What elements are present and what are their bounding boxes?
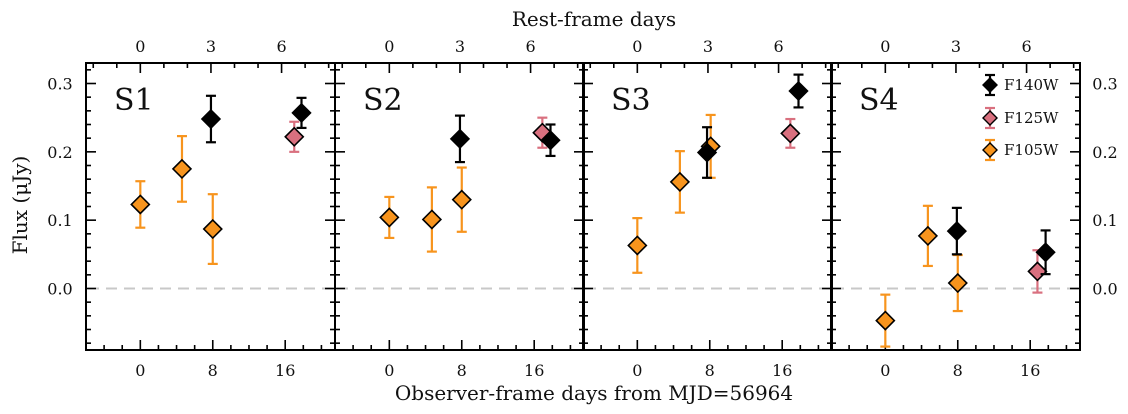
- y-axis-title: Flux (μJy): [8, 156, 32, 255]
- data-point-f140w: [788, 80, 809, 102]
- data-point-f105w: [421, 209, 443, 230]
- x-tick-label-top: 0: [384, 37, 394, 56]
- legend-marker: [982, 110, 998, 126]
- y-tick-label-right: 0.2: [1092, 143, 1117, 162]
- data-point-f125w: [780, 123, 801, 144]
- x-tick-label-top: 3: [951, 37, 961, 56]
- data-point-f105w: [669, 171, 691, 193]
- data-point-f105w: [379, 207, 400, 228]
- data-point-f105w: [947, 272, 968, 294]
- x-tick-label-bottom: 0: [135, 361, 145, 380]
- x-tick-label-top: 3: [455, 37, 465, 56]
- x-tick-label-top: 6: [1021, 37, 1031, 56]
- y-tick-label-left: 0.0: [47, 280, 72, 299]
- legend-marker: [982, 142, 998, 158]
- panel-s3: 0 8 16 0 3 6 S3: [582, 37, 833, 380]
- data-point-f105w: [202, 218, 223, 240]
- data-point-f140w: [200, 108, 222, 130]
- y-tick-label-left: 0.1: [47, 211, 72, 230]
- legend-label: F140W: [1004, 76, 1059, 94]
- legend-marker: [982, 77, 998, 93]
- panel-s1: 0 8 16 0 3 6 S1: [85, 37, 336, 380]
- top-axis-title: Rest-frame days: [512, 7, 676, 31]
- data-point-f125w: [1027, 261, 1048, 282]
- x-tick-label-bottom: 0: [384, 361, 394, 380]
- x-tick-label-bottom: 0: [632, 361, 642, 380]
- x-tick-label-bottom: 8: [208, 361, 218, 380]
- legend: F140W F125W F105W: [982, 73, 1059, 162]
- data-point-f140w: [696, 142, 718, 163]
- x-tick-label-top: 6: [276, 37, 286, 56]
- data-point-f125w: [284, 126, 305, 147]
- legend-label: F125W: [1004, 109, 1059, 127]
- x-tick-label-bottom: 8: [953, 361, 963, 380]
- x-tick-label-top: 6: [525, 37, 535, 56]
- panel-s4: 0 8 16 0 3 6 S4: [830, 37, 1081, 380]
- y-tick-label-left: 0.2: [47, 143, 72, 162]
- x-tick-label-bottom: 16: [1020, 361, 1040, 380]
- plot-area: 0.0 0.0 0.1 0.1 0.2 0.2 0.3 0.3 0 8 16 0 3 6 S1 0 8 16 0 3 6…: [47, 37, 1117, 380]
- data-point-f105w: [130, 194, 151, 215]
- data-point-f105w: [171, 158, 193, 180]
- panel-frame: [830, 62, 1081, 351]
- x-tick-label-bottom: 0: [880, 361, 890, 380]
- x-tick-label-top: 3: [703, 37, 713, 56]
- x-tick-label-top: 0: [135, 37, 145, 56]
- data-point-f140w: [1035, 242, 1056, 263]
- data-point-f140w: [449, 128, 471, 149]
- y-tick-label-left: 0.3: [47, 75, 72, 94]
- x-tick-label-bottom: 16: [275, 361, 295, 380]
- data-point-f105w: [627, 235, 648, 256]
- panel-label: S2: [363, 83, 403, 118]
- panel-s2: 0 8 16 0 3 6 S2: [334, 37, 585, 380]
- x-tick-label-bottom: 8: [457, 361, 467, 380]
- panel-label: S3: [611, 83, 651, 118]
- panel-label: S4: [859, 83, 899, 118]
- data-point-f105w: [875, 310, 896, 331]
- panel-label: S1: [114, 83, 154, 118]
- y-tick-label-right: 0.3: [1092, 75, 1117, 94]
- bottom-axis-title: Observer-frame days from MJD=56964: [395, 381, 793, 405]
- y-tick-label-right: 0.0: [1092, 280, 1117, 299]
- x-tick-label-top: 3: [206, 37, 216, 56]
- data-point-f105w: [451, 189, 472, 210]
- x-tick-label-top: 0: [880, 37, 890, 56]
- data-point-f105w: [917, 225, 939, 247]
- x-tick-label-bottom: 16: [524, 361, 544, 380]
- legend-label: F105W: [1004, 141, 1059, 159]
- data-point-f140w: [540, 130, 561, 151]
- x-tick-label-bottom: 8: [705, 361, 715, 380]
- x-tick-label-bottom: 16: [772, 361, 792, 380]
- x-tick-label-top: 0: [632, 37, 642, 56]
- y-tick-label-right: 0.1: [1092, 211, 1117, 230]
- x-tick-label-top: 6: [773, 37, 783, 56]
- data-point-f140w: [946, 220, 967, 242]
- data-point-f140w: [291, 102, 312, 124]
